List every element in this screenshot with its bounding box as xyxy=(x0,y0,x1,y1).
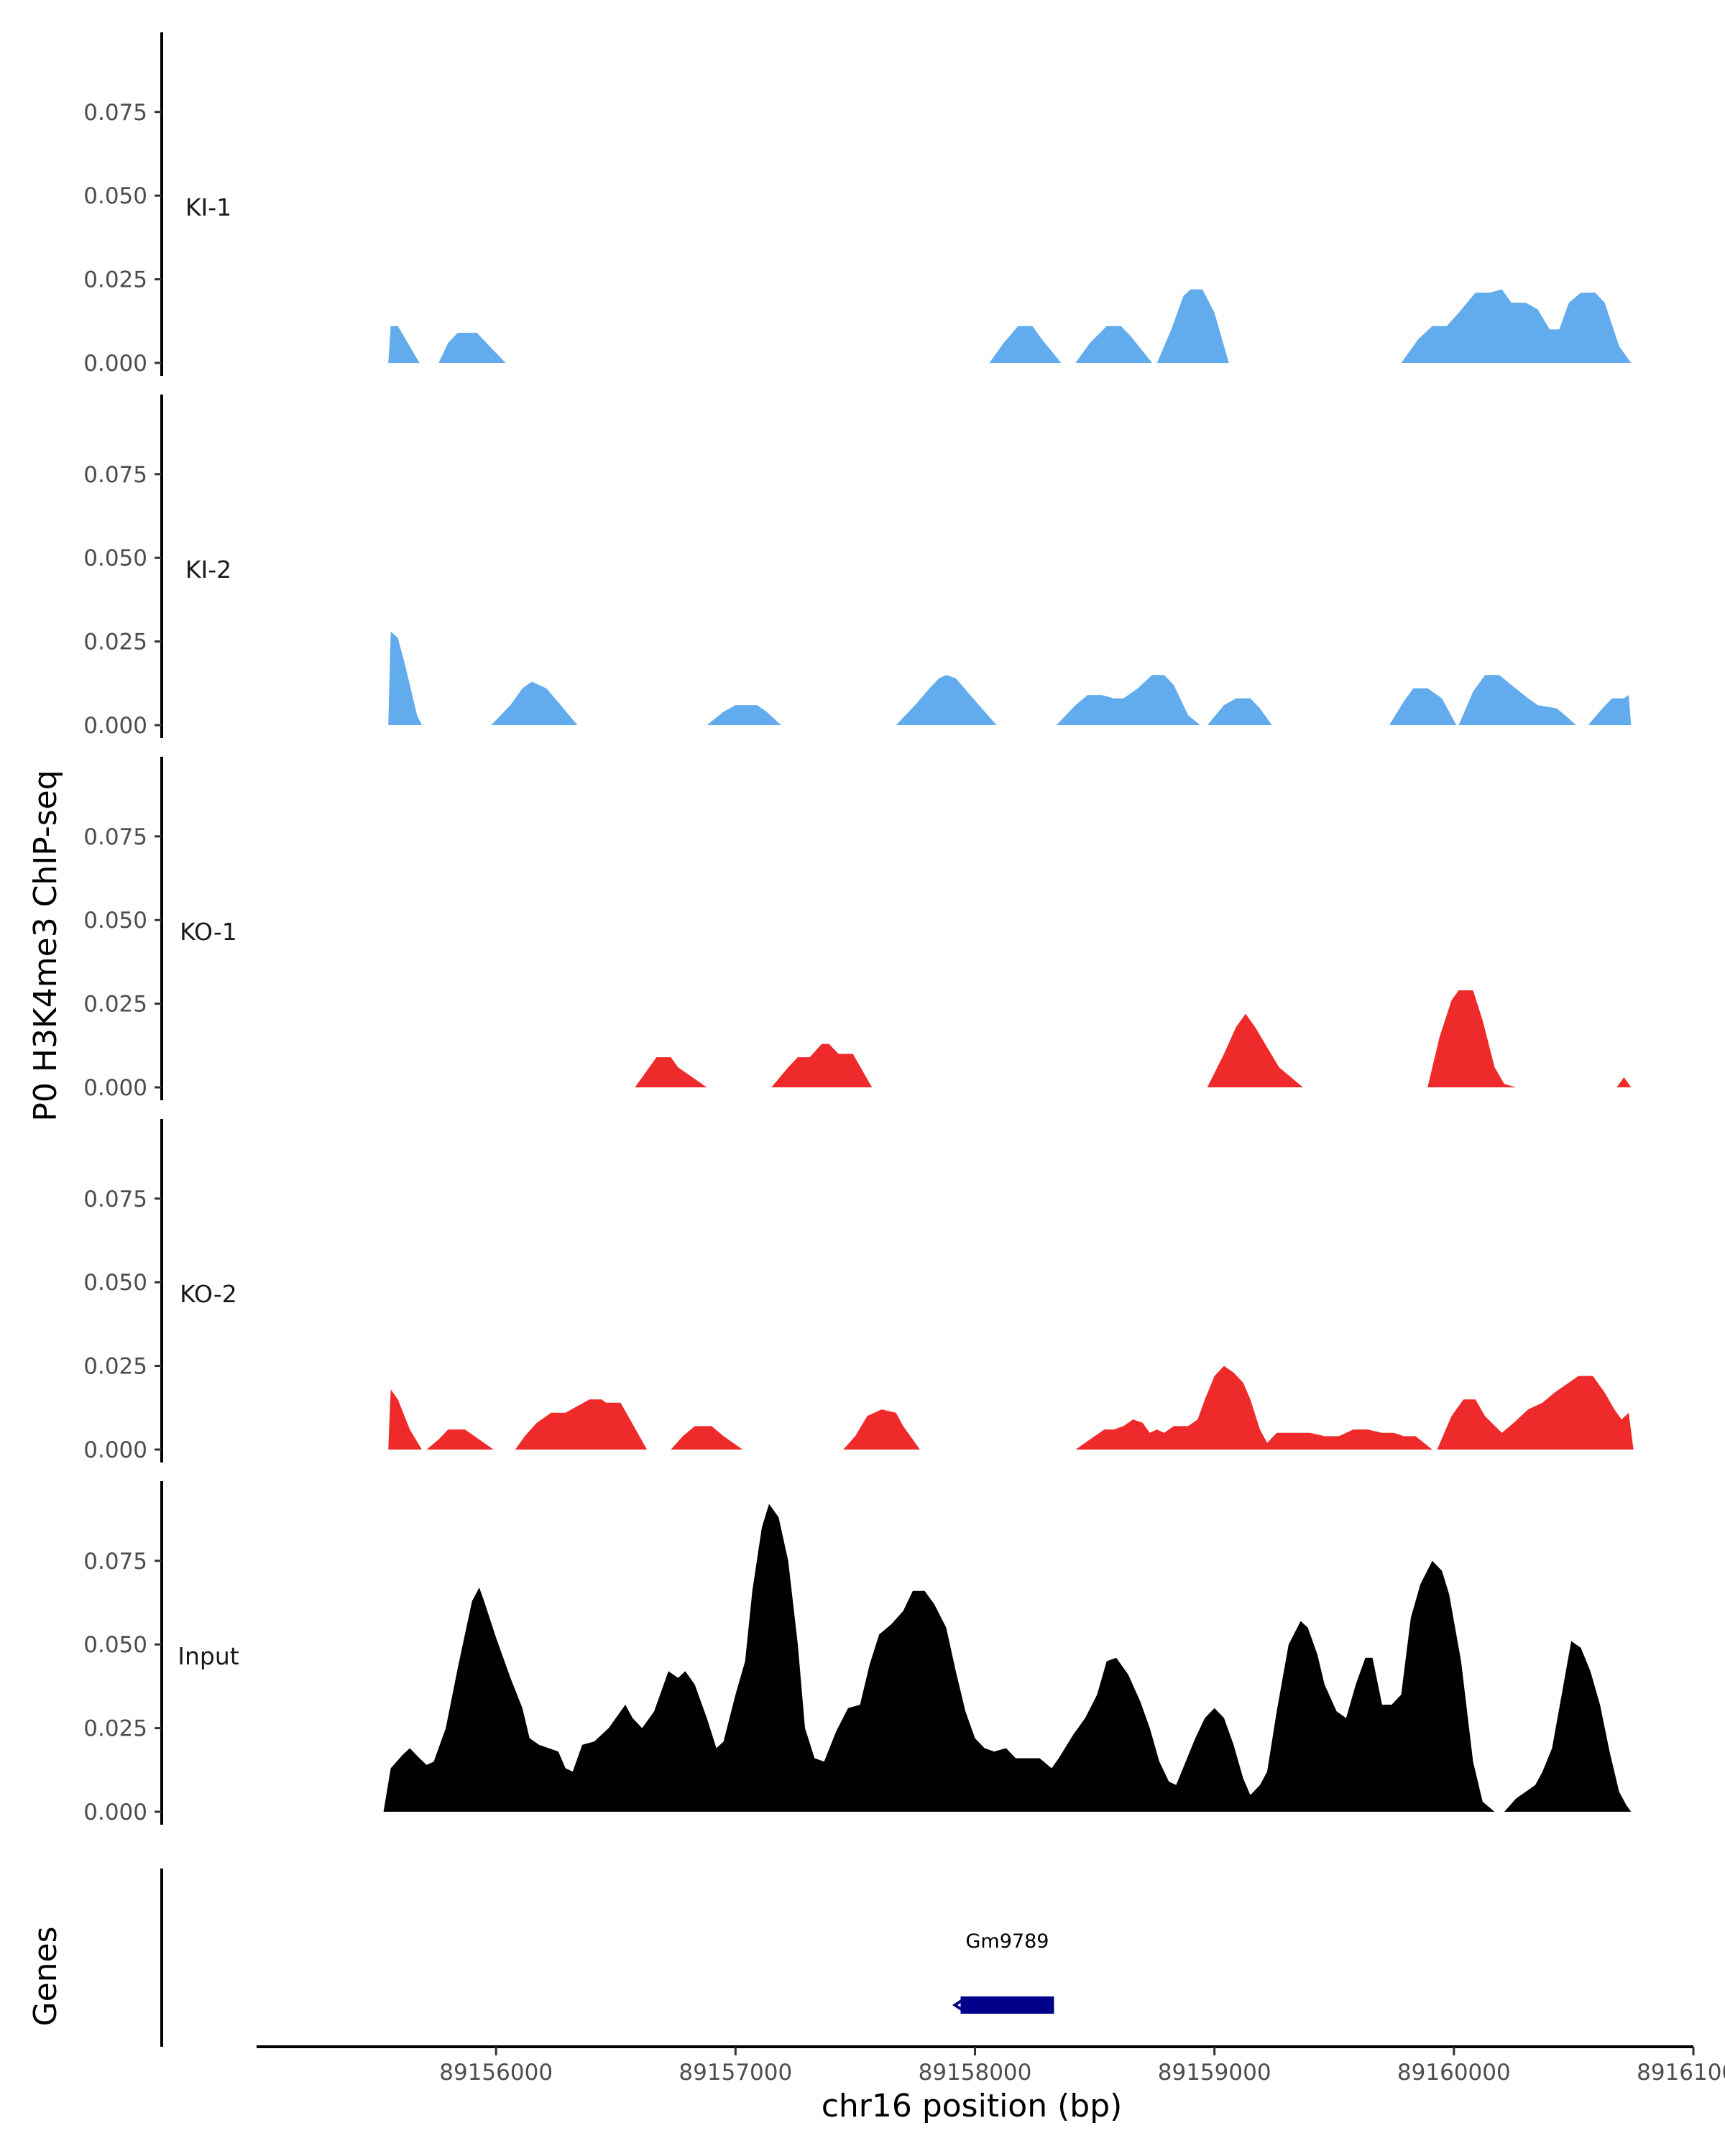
track-label: KI-1 xyxy=(185,193,231,221)
signal-peak xyxy=(491,681,578,725)
signal-peak xyxy=(707,705,781,725)
x-tick-label: 89160000 xyxy=(1397,2060,1511,2086)
signal-peak xyxy=(388,326,420,363)
track-input: 0.000 0.025 0.050 0.075 Input xyxy=(83,1481,1632,1825)
x-axis: 89156000 89157000 89158000 89159000 89160000… xyxy=(257,2045,1725,2086)
y-tick-label: 0.025 xyxy=(83,992,147,1018)
signal-peak xyxy=(388,631,422,725)
signal-peak xyxy=(1389,688,1457,725)
signal-peak xyxy=(426,1429,494,1450)
genes-layer: Gm9789 xyxy=(160,1869,1054,2047)
track-label: KO-1 xyxy=(180,918,237,946)
y-tick-label: 0.000 xyxy=(83,713,147,739)
signal-peak xyxy=(438,333,506,363)
y-tick-label: 0.050 xyxy=(83,908,147,934)
genes-axis-title: Genes xyxy=(27,1926,64,2026)
x-tick-label: 89157000 xyxy=(678,2060,792,2086)
track-ko-2: 0.000 0.025 0.050 0.075 KO-2 xyxy=(83,1119,1634,1463)
signal-peak xyxy=(635,1057,707,1087)
signal-peak xyxy=(1207,698,1272,725)
signal-peak xyxy=(1056,675,1200,725)
y-tick-label: 0.075 xyxy=(83,462,147,488)
y-tick-label: 0.025 xyxy=(83,267,147,293)
x-tick-label: 89156000 xyxy=(439,2060,553,2086)
signal-peak xyxy=(896,675,997,725)
signal-peak xyxy=(989,326,1062,363)
y-tick-label: 0.025 xyxy=(83,630,147,655)
track-ki-1: 0.000 0.025 0.050 0.075 KI-1 xyxy=(83,32,1632,377)
x-tick-label: 89159000 xyxy=(1158,2060,1271,2086)
y-tick-label: 0.050 xyxy=(83,183,147,209)
track-ki-2: 0.000 0.025 0.050 0.075 KI-2 xyxy=(83,395,1632,739)
signal-peak xyxy=(671,1426,743,1450)
signal-peak xyxy=(1588,695,1632,725)
y-tick-label: 0.025 xyxy=(83,1716,147,1742)
signal-peak xyxy=(1427,990,1517,1087)
gene-body xyxy=(960,1996,1054,2014)
signal-peak xyxy=(1207,1013,1303,1087)
signal-peak xyxy=(1156,289,1229,363)
y-tick-label: 0.000 xyxy=(83,351,147,377)
y-tick-label: 0.050 xyxy=(83,1632,147,1658)
signal-peak xyxy=(388,1389,422,1450)
y-axis-title: P0 H3K4me3 ChIP-seq xyxy=(27,770,64,1121)
signal-peak xyxy=(383,1503,1495,1812)
strand-arrow xyxy=(952,1998,965,2012)
y-tick-label: 0.050 xyxy=(83,545,147,571)
y-tick-label: 0.075 xyxy=(83,1549,147,1575)
x-tick-label: 89161000 xyxy=(1637,2060,1725,2086)
tracks-layer: 0.0000.0250.0500.075KI-10.0000.0250.0500… xyxy=(83,32,1634,1825)
y-tick-label: 0.050 xyxy=(83,1270,147,1296)
y-tick-label: 0.075 xyxy=(83,100,147,126)
signal-peak xyxy=(1437,1376,1634,1450)
x-axis-title: chr16 position (bp) xyxy=(822,2088,1123,2124)
x-tick-label: 89158000 xyxy=(919,2060,1032,2086)
y-tick-label: 0.000 xyxy=(83,1800,147,1825)
track-label: KI-2 xyxy=(185,556,231,584)
signal-peak xyxy=(1075,326,1152,363)
signal-peak xyxy=(515,1399,648,1450)
y-tick-label: 0.025 xyxy=(83,1354,147,1380)
signal-peak xyxy=(1401,289,1632,363)
signal-peak xyxy=(843,1409,920,1450)
signal-peak xyxy=(1458,675,1576,725)
gene-gm9789: Gm9789 xyxy=(952,1930,1054,2014)
signal-peak xyxy=(771,1044,873,1087)
y-tick-label: 0.075 xyxy=(83,1187,147,1212)
signal-peak xyxy=(1504,1641,1632,1812)
y-tick-label: 0.075 xyxy=(83,824,147,850)
gene-label: Gm9789 xyxy=(966,1930,1049,1953)
y-tick-label: 0.000 xyxy=(83,1437,147,1463)
track-label: KO-2 xyxy=(180,1280,237,1308)
track-label: Input xyxy=(178,1642,239,1670)
signal-peak xyxy=(1616,1077,1632,1087)
y-tick-label: 0.000 xyxy=(83,1075,147,1101)
signal-peak xyxy=(1075,1365,1432,1450)
track-ko-1: 0.000 0.025 0.050 0.075 KO-1 xyxy=(83,757,1632,1101)
